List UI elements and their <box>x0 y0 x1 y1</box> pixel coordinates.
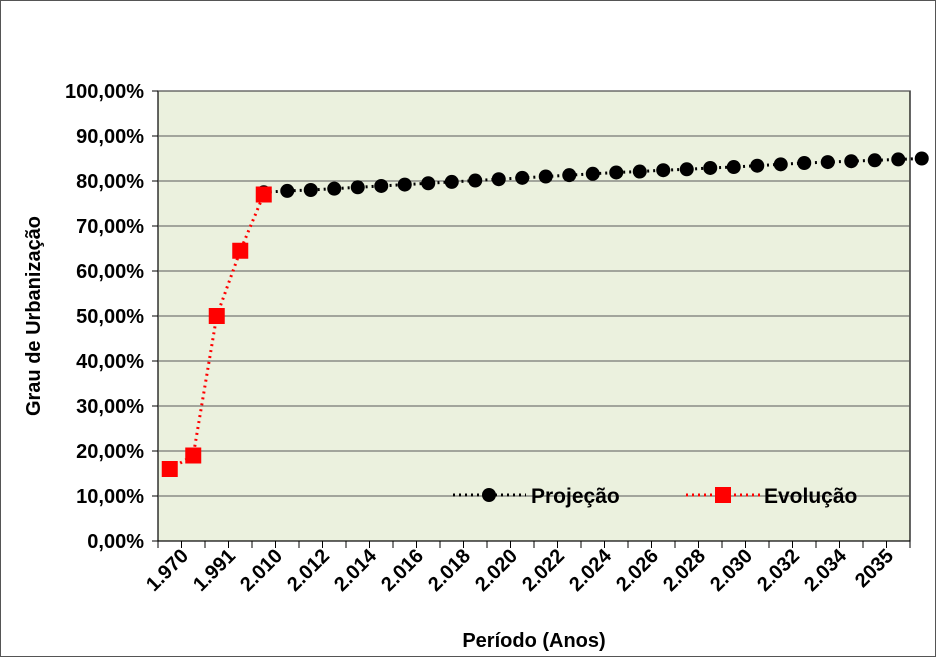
y-tick-label: 90,00% <box>76 126 144 148</box>
series-line-projecao <box>263 157 922 194</box>
data-point-projecao <box>444 174 459 189</box>
data-point-projecao <box>703 160 718 175</box>
y-axis-ticks: 0,00% 10,00% 20,00% 30,00% 40,00% 50,00% 60,00… <box>65 81 158 553</box>
x-tick-label: 2035 <box>851 545 898 592</box>
x-axis-title: Período (Anos) <box>462 630 605 652</box>
data-point-evolucao <box>185 447 202 464</box>
data-point-projecao <box>914 151 929 166</box>
y-tick-label: 70,00% <box>76 216 144 238</box>
data-point-projecao <box>867 153 882 168</box>
series-group <box>161 151 929 477</box>
data-point-projecao <box>609 165 624 180</box>
y-tick-label: 100,00% <box>65 81 144 103</box>
legend: Projeção Evolução <box>453 485 857 508</box>
y-tick-label: 40,00% <box>76 351 144 373</box>
data-point-projecao <box>538 169 553 184</box>
x-tick-label: 2.032 <box>753 545 804 596</box>
x-tick-label: 2.020 <box>471 545 522 596</box>
y-tick-label: 60,00% <box>76 261 144 283</box>
x-tick-label: 2.018 <box>424 545 475 596</box>
data-point-projecao <box>280 183 295 198</box>
y-tick-label: 0,00% <box>87 531 144 553</box>
data-point-projecao <box>397 177 412 192</box>
data-point-evolucao <box>208 308 225 324</box>
x-tick-label: 2.034 <box>800 544 852 596</box>
x-tick-label: 2.028 <box>659 545 710 596</box>
x-tick-label: 2.030 <box>706 545 757 596</box>
x-tick-label: 2.010 <box>236 545 287 596</box>
data-point-evolucao <box>161 461 178 477</box>
legend-label-evolucao: Evolução <box>764 485 857 508</box>
data-point-projecao <box>679 162 694 177</box>
data-point-evolucao <box>232 242 249 259</box>
data-point-projecao <box>303 183 318 197</box>
y-axis-title: Grau de Urbanização <box>23 216 45 416</box>
x-tick-label: 2.014 <box>330 544 382 596</box>
data-point-projecao <box>632 164 647 179</box>
x-axis-ticks: 1.9701.9912.0102.0122.0142.0162.0182.020… <box>142 541 911 596</box>
y-tick-label: 20,00% <box>76 441 144 463</box>
x-tick-label: 2.012 <box>283 545 334 596</box>
y-tick-label: 10,00% <box>76 486 144 508</box>
data-point-projecao <box>797 156 812 170</box>
data-point-projecao <box>421 176 436 191</box>
data-point-projecao <box>891 152 906 167</box>
data-point-projecao <box>327 181 342 196</box>
data-point-projecao <box>585 166 600 181</box>
data-point-projecao <box>468 173 483 188</box>
grid-lines <box>158 90 910 497</box>
data-point-projecao <box>750 158 765 173</box>
data-point-projecao <box>515 170 530 185</box>
data-point-projecao <box>726 160 741 175</box>
data-point-projecao <box>656 163 671 178</box>
legend-label-projecao: Projeção <box>531 485 620 508</box>
y-tick-label: 50,00% <box>76 306 144 328</box>
data-point-projecao <box>562 168 577 183</box>
x-tick-label: 1.970 <box>142 545 193 596</box>
data-point-projecao <box>820 155 835 170</box>
legend-marker-projecao <box>482 488 496 502</box>
data-point-evolucao <box>255 186 272 203</box>
y-tick-label: 80,00% <box>76 171 144 193</box>
data-point-projecao <box>844 154 859 169</box>
x-tick-label: 1.991 <box>189 545 240 596</box>
x-tick-label: 2.022 <box>518 545 569 596</box>
data-point-projecao <box>374 178 389 193</box>
legend-marker-evolucao <box>715 487 731 503</box>
x-tick-label: 2.024 <box>565 544 617 596</box>
y-tick-label: 30,00% <box>76 396 144 418</box>
x-tick-label: 2.026 <box>612 545 663 596</box>
data-point-projecao <box>491 172 506 187</box>
data-point-projecao <box>350 180 365 195</box>
x-tick-label: 2.016 <box>377 545 428 596</box>
data-point-projecao <box>773 157 788 172</box>
